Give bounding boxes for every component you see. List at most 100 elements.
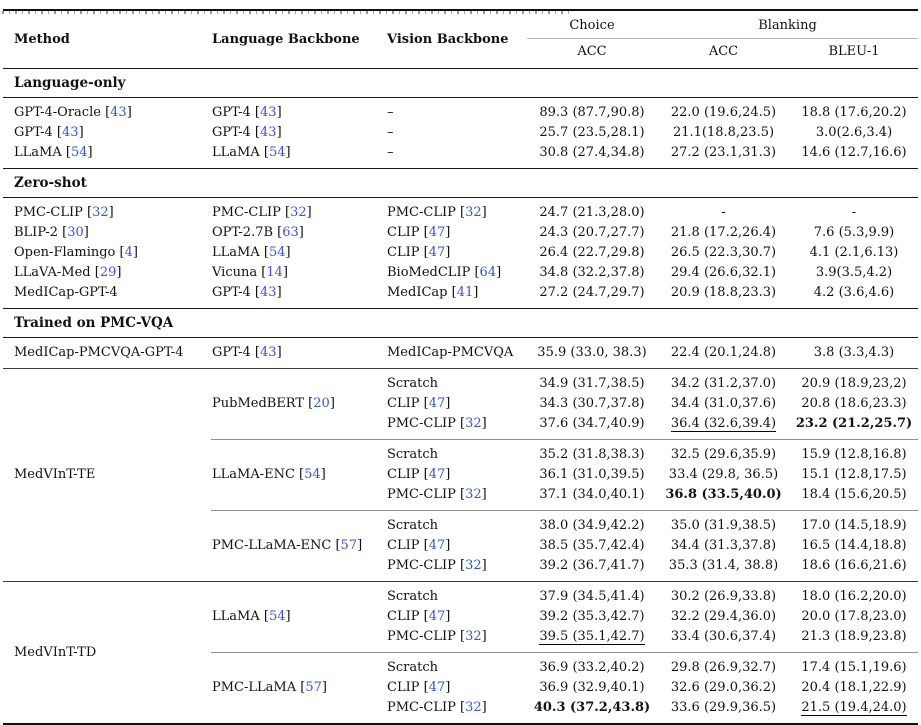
blanking-acc-cell: 22.4 (20.1,24.8)	[670, 345, 777, 360]
citation-link[interactable]: 32	[465, 629, 482, 644]
col-header-language-backbone: Language Backbone	[212, 32, 360, 47]
bleu1-cell: 18.8 (17.6,20.2)	[801, 105, 907, 120]
vision-backbone-cell: –	[387, 125, 394, 140]
blanking-acc-cell: 30.2 (26.9,33.8)	[657, 581, 790, 607]
model-group-label: MedVInT-TE	[3, 368, 211, 582]
table-row: CLIP [47] 36.1 (31.0,39.5) 33.4 (29.8, 36.…	[3, 465, 918, 485]
blanking-acc-cell: 32.6 (29.0,36.2)	[670, 680, 777, 695]
blanking-acc-cell: 22.0 (19.6,24.5)	[670, 105, 777, 120]
vision-backbone-cell: PMC-CLIP [32]	[387, 416, 487, 431]
bleu1-cell: 20.8 (18.6,23.3)	[801, 396, 907, 411]
citation-link[interactable]: 43	[260, 105, 277, 120]
bleu1-cell: 4.2 (3.6,4.6)	[813, 285, 895, 300]
language-backbone-cell: PubMedBERT [20]	[211, 368, 386, 440]
table-row: MedVInT-TD LLaMA [54] Scratch 37.9 (34.5,41…	[3, 581, 919, 724]
citation-link[interactable]: 47	[428, 680, 446, 695]
bleu1-cell: 16.5 (14.4,18.8)	[801, 538, 907, 553]
citation-link[interactable]: 54	[268, 145, 286, 160]
citation-link[interactable]: 54	[268, 245, 286, 260]
bleu1-cell: -	[851, 205, 857, 220]
vision-backbone-cell: Scratch	[386, 581, 527, 607]
blanking-acc-cell: 34.4 (31.3,37.8)	[670, 538, 777, 553]
vision-backbone-cell: CLIP [47]	[387, 538, 451, 553]
table-row: CLIP [47] 34.3 (30.7,37.8) 34.4 (31.0,37.6…	[3, 394, 918, 414]
citation-link[interactable]: 54	[268, 609, 286, 624]
table-row: MedVInT-TE PubMedBERT [20] Scratch 34.9 (31…	[3, 368, 919, 582]
choice-acc-cell: 30.8 (27.4,34.8)	[539, 145, 645, 160]
citation-link[interactable]: 43	[260, 125, 277, 140]
col-header-choice-acc: ACC	[577, 44, 607, 59]
citation-link[interactable]: 32	[465, 487, 482, 502]
blanking-acc-cell: 32.2 (29.4,36.0)	[670, 609, 777, 624]
vision-backbone-cell: CLIP [47]	[387, 609, 451, 624]
table-row: PMC-CLIP [32] PMC-CLIP [32] PMC-CLIP [32] 2…	[3, 198, 918, 224]
citation-link[interactable]: 20	[313, 396, 330, 411]
choice-acc-cell: 26.4 (22.7,29.8)	[539, 245, 645, 260]
section-title: Zero-shot	[3, 168, 919, 198]
vision-backbone-cell: CLIP [47]	[387, 396, 451, 411]
choice-acc-cell: 24.3 (20.7,27.7)	[539, 225, 645, 240]
citation-link[interactable]: 43	[110, 105, 127, 120]
bleu1-cell: 18.4 (15.6,20.5)	[801, 487, 907, 502]
citation-link[interactable]: 54	[304, 467, 321, 482]
citation-link[interactable]: 47	[428, 467, 446, 482]
citation-link[interactable]: 30	[67, 225, 84, 240]
vision-backbone-cell: MedICap-PMCVQA	[387, 345, 514, 360]
blanking-acc-cell: 36.8 (33.5,40.0)	[665, 487, 782, 502]
citation-link[interactable]: 41	[456, 285, 474, 300]
citation-link[interactable]: 64	[479, 265, 497, 280]
blanking-acc-cell: 26.5 (22.3,30.7)	[670, 245, 777, 260]
citation-link[interactable]: 47	[428, 225, 446, 240]
blanking-acc-cell: 35.0 (31.9,38.5)	[657, 510, 790, 536]
citation-link[interactable]: 32	[465, 205, 482, 220]
table-row: PMC-CLIP [32] 37.6 (34.7,40.9) 36.4 (32.6,…	[3, 414, 918, 440]
citation-link[interactable]: 54	[70, 145, 88, 160]
blanking-acc-cell: 34.4 (31.0,37.6)	[670, 396, 777, 411]
vision-backbone-cell: Scratch	[386, 368, 527, 394]
citation-link[interactable]: 32	[465, 416, 482, 431]
table-row: MedICap-GPT-4 GPT-4 [43] MedICap [41] 27.2 …	[3, 283, 918, 309]
blanking-acc-cell: 33.4 (29.8, 36.5)	[668, 467, 779, 482]
choice-acc-cell: 34.8 (32.2,37.8)	[539, 265, 645, 280]
citation-link[interactable]: 47	[428, 538, 446, 553]
vision-backbone-cell: CLIP [47]	[387, 225, 451, 240]
table-row: PMC-CLIP [32] 39.5 (35.1,42.7) 33.4 (30.6,…	[3, 627, 918, 653]
citation-link[interactable]: 4	[124, 245, 133, 260]
citation-link[interactable]: 43	[260, 345, 277, 360]
bleu1-cell: 18.6 (16.6,21.6)	[801, 558, 907, 573]
citation-link[interactable]: 32	[465, 558, 482, 573]
language-backbone-cell: OPT-2.7B [63]	[212, 225, 304, 240]
blanking-acc-cell: 21.1(18.8,23.5)	[672, 125, 775, 140]
table-row: MedICap-PMCVQA-GPT-4 GPT-4 [43] MedICap-PM…	[3, 338, 918, 369]
citation-link[interactable]: 63	[282, 225, 299, 240]
citation-link[interactable]: 57	[305, 680, 322, 695]
citation-link[interactable]: 47	[428, 609, 446, 624]
choice-acc-cell: 36.9 (32.9,40.1)	[539, 680, 645, 695]
vision-backbone-cell: CLIP [47]	[387, 680, 451, 695]
blanking-acc-cell: 33.4 (30.6,37.4)	[670, 629, 777, 644]
citation-link[interactable]: 57	[340, 538, 358, 553]
citation-link[interactable]: 32	[290, 205, 307, 220]
choice-acc-cell: 27.2 (24.7,29.7)	[539, 285, 645, 300]
vision-backbone-cell: –	[387, 105, 394, 120]
method-cell: Open-Flamingo [4]	[14, 245, 138, 260]
choice-acc-cell: 37.1 (34.0,40.1)	[539, 487, 645, 502]
choice-acc-cell: 34.3 (30.7,37.8)	[539, 396, 645, 411]
citation-link[interactable]: 43	[260, 285, 277, 300]
language-backbone-cell: GPT-4 [43]	[212, 285, 282, 300]
bleu1-cell: 20.4 (18.1,22.9)	[801, 680, 907, 695]
bleu1-cell: 7.6 (5.3,9.9)	[813, 225, 895, 240]
citation-link[interactable]: 43	[62, 125, 79, 140]
method-cell: GPT-4 [43]	[14, 125, 84, 140]
choice-acc-cell: 36.1 (31.0,39.5)	[539, 467, 645, 482]
citation-link[interactable]: 29	[99, 265, 117, 280]
choice-acc-cell: 89.3 (87.7,90.8)	[539, 105, 645, 120]
citation-link[interactable]: 47	[428, 396, 446, 411]
citation-link[interactable]: 32	[465, 700, 482, 715]
citation-link[interactable]: 47	[428, 245, 446, 260]
citation-link[interactable]: 32	[92, 205, 109, 220]
bleu1-cell: 3.9(3.5,4.2)	[815, 265, 893, 280]
citation-link[interactable]: 14	[266, 265, 283, 280]
choice-acc-cell: 34.9 (31.7,38.5)	[527, 368, 657, 394]
language-backbone-cell: GPT-4 [43]	[212, 105, 282, 120]
